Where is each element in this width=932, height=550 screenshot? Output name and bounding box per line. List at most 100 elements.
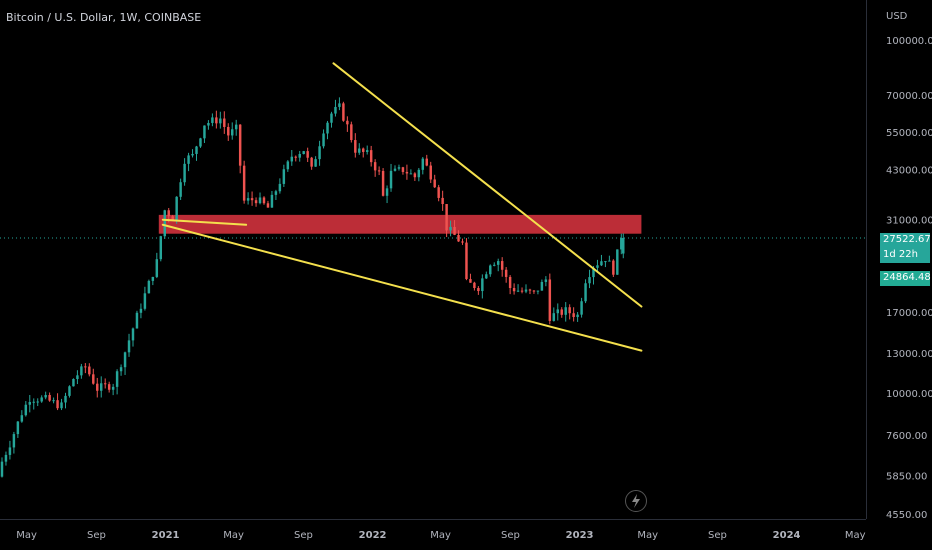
candle-body — [131, 328, 135, 341]
candle-body — [564, 307, 567, 315]
candle-body — [207, 122, 210, 126]
candle-body — [191, 153, 194, 156]
candle-body — [262, 197, 266, 204]
candle-body — [155, 259, 159, 277]
candle-body — [369, 150, 373, 163]
candle-body — [270, 194, 274, 208]
candle-body — [326, 122, 329, 134]
candle-body — [203, 125, 206, 139]
candle-body — [441, 197, 444, 205]
candle-body — [159, 236, 163, 260]
candle-body — [72, 379, 75, 387]
candle-body — [143, 293, 147, 309]
candle-body — [489, 265, 492, 275]
candle-body — [171, 216, 174, 221]
symbol-title: Bitcoin / U.S. Dollar, 1W, COINBASE — [6, 11, 202, 24]
candle-body — [568, 307, 571, 314]
candle-body — [44, 395, 47, 398]
x-tick-label: May — [16, 530, 37, 541]
candle-body — [96, 383, 99, 391]
candle-body — [425, 158, 428, 166]
candle-body — [80, 366, 83, 376]
candle-body — [512, 288, 516, 292]
candle-body — [28, 402, 32, 405]
y-tick-label: 70000.00 — [886, 91, 932, 102]
y-tick-label: 43000.00 — [886, 166, 932, 177]
candle-body — [219, 118, 222, 124]
candle-body — [417, 169, 421, 178]
candle-body — [8, 447, 12, 455]
candle-body — [167, 210, 170, 217]
candle-body — [60, 402, 63, 409]
candle-body — [250, 198, 254, 201]
candle-body — [238, 124, 242, 166]
candle-body — [409, 173, 413, 175]
candle-body — [314, 159, 317, 167]
y-tick-label: 55000.00 — [886, 128, 932, 139]
candle-body — [457, 234, 460, 242]
y-tick-label: 10000.00 — [886, 389, 932, 400]
candle-body — [234, 124, 238, 130]
candle-body — [127, 340, 131, 353]
candle-body — [485, 274, 488, 279]
candle-body — [385, 188, 389, 196]
candle-body — [88, 366, 91, 375]
candle-body — [445, 204, 448, 231]
candle-body — [187, 155, 190, 164]
candle-body — [115, 371, 119, 387]
candle-body — [242, 165, 246, 201]
candle-body — [596, 265, 599, 268]
candle-body — [103, 383, 107, 385]
candle-body — [481, 278, 484, 292]
candle-body — [52, 400, 55, 402]
candle-body — [16, 421, 20, 435]
candle-body — [151, 276, 155, 281]
lightning-bolt-icon[interactable] — [625, 490, 647, 512]
candle-body — [4, 454, 8, 462]
candle-body — [346, 120, 349, 125]
x-tick-label: Sep — [294, 530, 313, 541]
candle-body — [548, 279, 552, 321]
candle-body — [318, 146, 321, 160]
candle-body — [350, 124, 353, 141]
candle-body — [389, 170, 393, 189]
candle-body — [123, 352, 127, 368]
bar-countdown-badge: 1d 22h — [880, 248, 930, 263]
candle-body — [622, 237, 625, 254]
candle-body — [373, 162, 377, 171]
candle-body — [354, 140, 357, 153]
x-tick-label: May — [223, 530, 244, 541]
candle-body — [584, 283, 587, 302]
candle-body — [322, 133, 325, 147]
candle-body — [461, 241, 464, 243]
trendline-1 — [332, 62, 643, 308]
candle-body — [111, 386, 115, 390]
y-tick-label: 13000.00 — [886, 349, 932, 360]
candle-body — [381, 170, 385, 196]
open-price-badge: 24864.48 — [880, 271, 931, 286]
candle-body — [135, 312, 139, 329]
time-axis-separator — [0, 519, 866, 520]
trendline-3 — [161, 218, 248, 226]
candle-body — [616, 249, 619, 275]
candle-body — [358, 148, 361, 153]
candle-body — [231, 129, 234, 136]
x-tick-label: Sep — [501, 530, 520, 541]
trendline-2 — [161, 223, 643, 352]
candle-body — [576, 314, 579, 318]
x-tick-label: Sep — [708, 530, 727, 541]
candle-body — [496, 261, 500, 265]
candle-body — [24, 404, 28, 416]
candle-body — [64, 395, 67, 403]
x-tick-label: 2022 — [359, 530, 387, 541]
candle-body — [608, 260, 611, 262]
candle-body — [330, 113, 333, 123]
candle-body — [536, 290, 540, 292]
support-resistance-zone — [158, 214, 642, 234]
candle-body — [477, 288, 480, 292]
candle-body — [560, 309, 563, 315]
candle-body — [504, 269, 508, 277]
candle-body — [278, 183, 282, 192]
